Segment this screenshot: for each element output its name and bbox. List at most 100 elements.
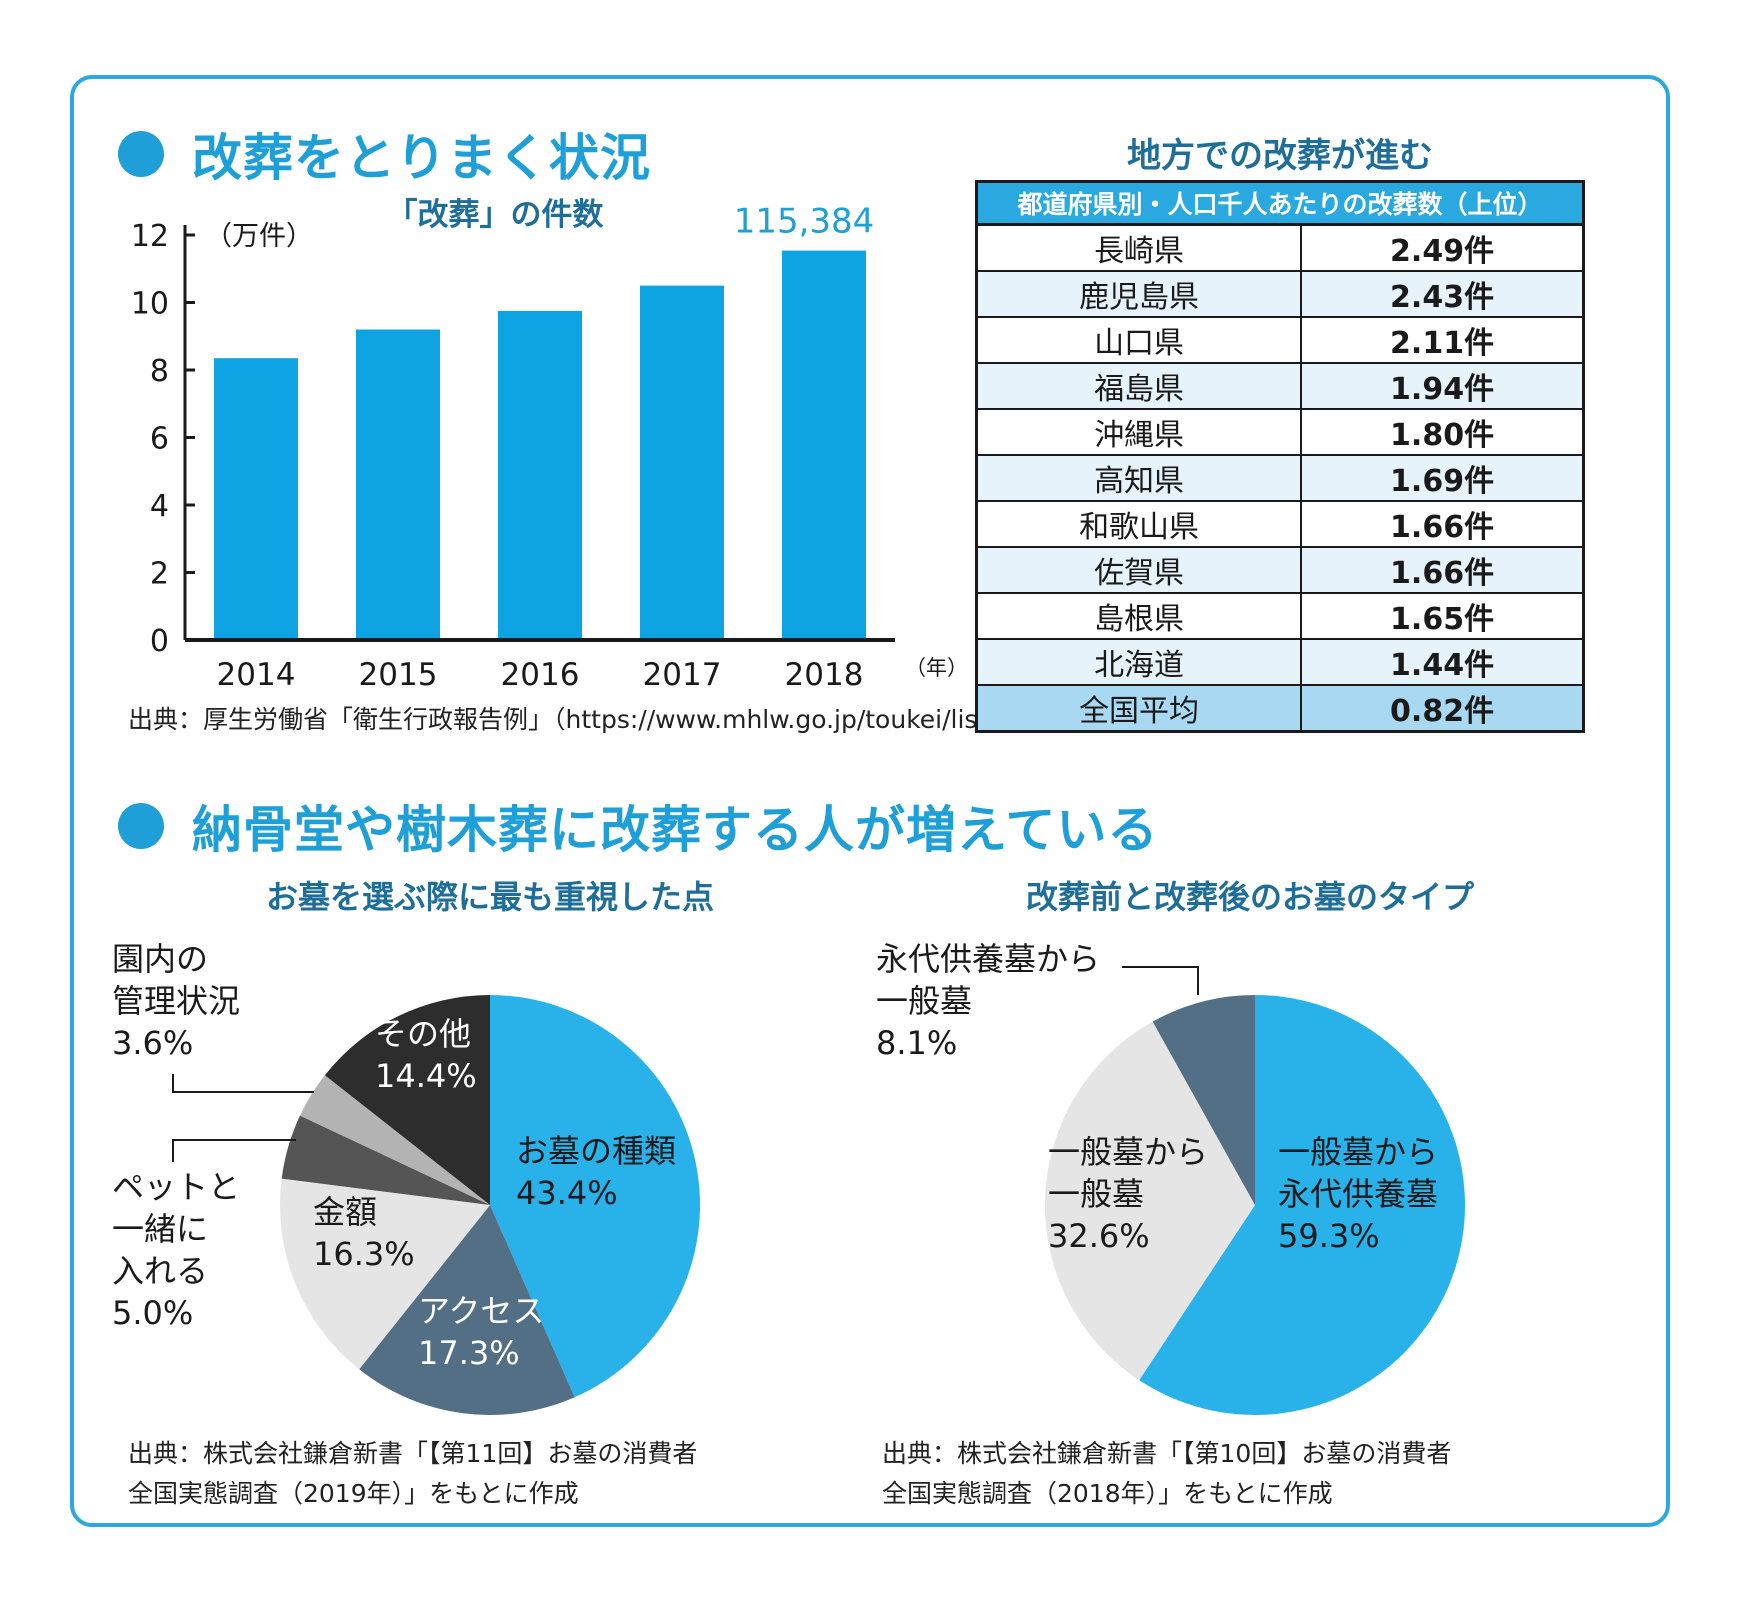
- section2-title-text: 納骨堂や樹木葬に改葬する人が増えている: [192, 801, 1159, 859]
- x-axis-label: （年）: [905, 656, 968, 680]
- slice-label: 3.6%: [112, 1024, 193, 1062]
- pie-slice-2: [280, 1178, 490, 1370]
- x-tick-label: 2015: [359, 657, 438, 693]
- table-row: 島根県 1.65件: [975, 592, 1585, 640]
- y-tick-label: 6: [150, 422, 169, 457]
- section1-title: 改葬をとりまく状況: [118, 118, 651, 190]
- slice-label: 一般墓から: [1278, 1133, 1438, 1171]
- x-tick-label: 2014: [217, 657, 296, 693]
- value-cell: 1.80件: [1300, 408, 1585, 456]
- bar-2015: [356, 329, 440, 640]
- pie2-source: 出典：株式会社鎌倉新書「【第10回】お墓の消費者 全国実態調査（2018年）」を…: [882, 1434, 1451, 1514]
- slice-label: 園内の: [112, 940, 208, 978]
- pie-slice-4: [299, 1075, 490, 1205]
- table-row: 高知県 1.69件: [975, 454, 1585, 502]
- pie2-source-line2: 全国実態調査（2018年）」をもとに作成: [882, 1479, 1333, 1508]
- prefecture-cell: 佐賀県: [975, 546, 1303, 594]
- x-tick-label: 2017: [643, 657, 722, 693]
- pie-slice-0: [490, 995, 701, 1398]
- leader-line: [1122, 966, 1199, 995]
- prefecture-cell: 福島県: [975, 362, 1303, 410]
- slice-label: 一般墓: [1048, 1175, 1144, 1213]
- value-cell: 1.65件: [1300, 592, 1585, 640]
- bar-data-label: 115,384: [734, 202, 875, 242]
- y-tick-label: 4: [150, 489, 169, 524]
- slice-label: 5.0%: [112, 1294, 193, 1332]
- pie-slice-1: [359, 1205, 575, 1415]
- slice-label: お墓の種類: [516, 1132, 676, 1170]
- bar-2014: [214, 358, 298, 640]
- prefecture-cell: 沖縄県: [975, 408, 1303, 456]
- ranking-table: 都道府県別・人口千人あたりの改葬数（上位） 長崎県 2.49件 鹿児島県 2.43件山…: [975, 180, 1585, 733]
- table-row: 福島県 1.94件: [975, 362, 1585, 410]
- slice-label: アクセス: [418, 1292, 544, 1330]
- slice-label: その他: [375, 1015, 471, 1053]
- slice-label: 永代供養墓から: [876, 940, 1100, 978]
- prefecture-cell: 島根県: [975, 592, 1303, 640]
- table-row: 山口県 2.11件: [975, 316, 1585, 364]
- pie1-source-line2: 全国実態調査（2019年）」をもとに作成: [128, 1479, 579, 1508]
- pie-slice-1: [1045, 1021, 1255, 1381]
- table-row: 佐賀県 1.66件: [975, 546, 1585, 594]
- bar-chart: 0 2 4 6 8 10 12 （万件） 「改葬」の件数 2014 2015 2016 2017 2018…: [131, 197, 968, 693]
- value-cell: 1.44件: [1300, 638, 1585, 686]
- infographic-frame: [70, 75, 1670, 1527]
- table-row: 鹿児島県 2.43件: [975, 270, 1585, 318]
- prefecture-cell: 北海道: [975, 638, 1303, 686]
- bar-2017: [640, 285, 724, 640]
- slice-value: 43.4%: [516, 1174, 618, 1212]
- slice-label: 一般墓から: [1048, 1133, 1208, 1171]
- pie2-title: 改葬前と改葬後のお墓のタイプ: [1025, 878, 1474, 916]
- table-row: 全国平均 0.82件: [975, 684, 1585, 733]
- value-cell: 0.82件: [1300, 684, 1585, 733]
- pie-slice-3: [281, 1115, 490, 1205]
- prefecture-cell: 高知県: [975, 454, 1303, 502]
- leader-line: [172, 1139, 296, 1162]
- pie-slice-5: [324, 995, 490, 1205]
- slice-label: 永代供養墓: [1278, 1175, 1438, 1213]
- table-row: 北海道 1.44件: [975, 638, 1585, 686]
- slice-label: 金額: [313, 1193, 377, 1231]
- bullet-icon: [118, 131, 164, 177]
- value-cell: 2.49件: [1300, 223, 1585, 272]
- bar-2018: [782, 250, 866, 641]
- y-axis-label: （万件）: [205, 221, 313, 252]
- prefecture-cell: 全国平均: [975, 684, 1303, 733]
- pie-chart-grave-selection: お墓の種類 43.4% アクセス 17.3% 金額 16.3% その他 14.4% 園内の管理状…: [112, 940, 701, 1415]
- leader-line: [172, 1074, 314, 1093]
- pie1-source: 出典：株式会社鎌倉新書「【第11回】お墓の消費者 全国実態調査（2019年）」を…: [128, 1434, 697, 1514]
- slice-label: 一緒に: [112, 1210, 208, 1248]
- x-tick-label: 2016: [501, 657, 580, 693]
- table-title: 地方での改葬が進む: [1127, 136, 1433, 176]
- pie1-title: お墓を選ぶ際に最も重視した点: [265, 878, 714, 916]
- slice-label: 32.6%: [1048, 1217, 1150, 1255]
- y-tick-label: 0: [150, 624, 169, 659]
- slice-value: 16.3%: [313, 1235, 415, 1273]
- pie2-source-line1: 出典：株式会社鎌倉新書「【第10回】お墓の消費者: [882, 1439, 1452, 1468]
- section2-title: 納骨堂や樹木葬に改葬する人が増えている: [118, 790, 1159, 862]
- value-cell: 1.66件: [1300, 546, 1585, 594]
- value-cell: 2.43件: [1300, 270, 1585, 318]
- section1-title-text: 改葬をとりまく状況: [192, 129, 651, 187]
- pie-chart-grave-type: 一般墓から永代供養墓59.3%一般墓から一般墓32.6%永代供養墓から一般墓8.…: [876, 940, 1465, 1415]
- value-cell: 2.11件: [1300, 316, 1585, 364]
- bar-2016: [498, 310, 582, 640]
- y-tick-label: 2: [150, 557, 169, 592]
- bar-chart-title: 「改葬」の件数: [387, 197, 604, 233]
- y-tick-label: 10: [131, 287, 169, 322]
- pie1-source-line1: 出典：株式会社鎌倉新書「【第11回】お墓の消費者: [128, 1439, 698, 1468]
- pie-slice-2: [1152, 995, 1255, 1205]
- slice-label: 8.1%: [876, 1024, 957, 1062]
- prefecture-cell: 山口県: [975, 316, 1303, 364]
- table-row: 長崎県 2.49件: [975, 223, 1585, 272]
- y-tick-label: 8: [150, 354, 169, 389]
- table-row: 和歌山県 1.66件: [975, 500, 1585, 548]
- value-cell: 1.94件: [1300, 362, 1585, 410]
- slice-label: 一般墓: [876, 982, 972, 1020]
- y-tick-label: 12: [131, 219, 169, 254]
- x-tick-label: 2018: [785, 657, 864, 693]
- bullet-icon: [118, 803, 164, 849]
- value-cell: 1.69件: [1300, 454, 1585, 502]
- slice-label: 入れる: [112, 1252, 208, 1290]
- slice-label: ペットと: [112, 1168, 240, 1206]
